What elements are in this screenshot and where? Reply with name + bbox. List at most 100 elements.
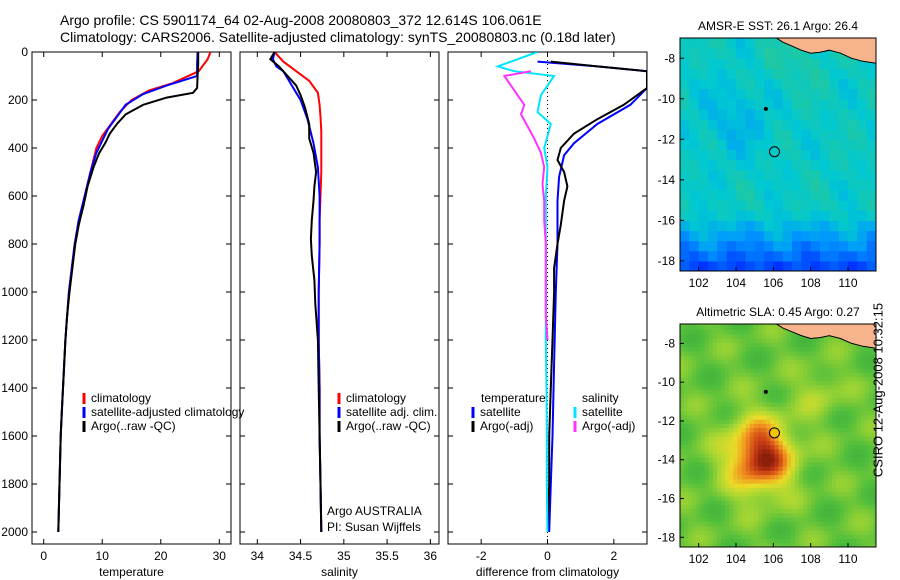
map-cell bbox=[852, 406, 858, 412]
map-cell bbox=[803, 410, 808, 416]
map-cell bbox=[764, 139, 774, 151]
map-cell bbox=[807, 453, 813, 459]
map-cell bbox=[726, 149, 737, 161]
map-cell bbox=[749, 474, 755, 480]
map-cell bbox=[860, 448, 866, 454]
map-cell bbox=[860, 389, 866, 395]
map-cell bbox=[762, 337, 767, 343]
map-cell bbox=[680, 48, 690, 59]
map-cell bbox=[725, 461, 730, 467]
map-cell bbox=[721, 483, 726, 488]
map-cell bbox=[770, 538, 776, 544]
map-cell bbox=[873, 474, 876, 480]
map-cell bbox=[704, 380, 710, 386]
map-cell bbox=[698, 38, 709, 49]
map-cell bbox=[829, 129, 840, 140]
map-cell bbox=[792, 260, 802, 271]
map-cell bbox=[737, 461, 743, 467]
map-cell bbox=[831, 367, 837, 373]
map-cell bbox=[758, 393, 763, 399]
map-cell bbox=[778, 393, 784, 399]
map-cell bbox=[792, 129, 802, 140]
map-cell bbox=[712, 346, 718, 352]
map-cell bbox=[712, 478, 718, 484]
map-cell bbox=[873, 389, 876, 395]
map-cell bbox=[736, 179, 746, 191]
map-cell bbox=[782, 68, 793, 80]
map-cell bbox=[737, 436, 743, 441]
map-cell bbox=[688, 427, 693, 433]
map-cell bbox=[684, 376, 689, 382]
map-cell bbox=[799, 376, 804, 382]
map-cell bbox=[860, 376, 866, 382]
map-cell bbox=[716, 423, 722, 429]
map-cell bbox=[712, 534, 718, 540]
map-cell bbox=[692, 538, 698, 544]
map-cell bbox=[801, 88, 812, 100]
map-cell bbox=[857, 260, 868, 271]
map-cell bbox=[741, 453, 747, 459]
map-cell bbox=[725, 538, 730, 544]
map-cell bbox=[737, 521, 743, 527]
map-cell bbox=[753, 431, 759, 437]
map-cell bbox=[758, 440, 763, 446]
map-cell bbox=[712, 384, 718, 390]
map-cell bbox=[836, 512, 841, 518]
map-cell bbox=[838, 139, 849, 151]
map-cell bbox=[819, 342, 825, 348]
map-cell bbox=[792, 68, 802, 80]
map-cell bbox=[829, 108, 840, 120]
map-cell bbox=[721, 440, 726, 446]
map-cell bbox=[807, 534, 813, 540]
map-cell bbox=[704, 470, 710, 476]
map-cell bbox=[698, 159, 709, 171]
map-cell bbox=[704, 329, 710, 335]
map-cell bbox=[758, 538, 763, 544]
map-cell bbox=[754, 139, 765, 151]
map-cell bbox=[848, 380, 854, 386]
map-cell bbox=[770, 393, 776, 399]
map-cell bbox=[819, 393, 825, 399]
map-cell bbox=[773, 78, 784, 90]
map-cell bbox=[873, 372, 876, 377]
map-cell bbox=[737, 384, 743, 390]
map-cell bbox=[815, 359, 821, 365]
map-cell bbox=[774, 337, 780, 343]
map-cell bbox=[801, 260, 812, 271]
map-cell bbox=[733, 427, 739, 433]
map-cell bbox=[873, 406, 876, 412]
map-cell bbox=[733, 500, 739, 505]
map-cell bbox=[684, 542, 689, 547]
map-cell bbox=[688, 500, 693, 505]
map-cell bbox=[823, 521, 829, 527]
map-cell bbox=[770, 534, 776, 540]
map-cell bbox=[692, 414, 698, 420]
map-cell bbox=[741, 512, 747, 518]
map-cell bbox=[688, 355, 693, 360]
map-cell bbox=[762, 393, 767, 399]
map-cell bbox=[762, 324, 767, 326]
map-cell bbox=[782, 534, 788, 540]
map-cell bbox=[827, 414, 833, 420]
map-cell bbox=[810, 210, 821, 221]
map-cell bbox=[790, 478, 796, 484]
map-cell bbox=[778, 495, 784, 501]
map-cell bbox=[831, 427, 837, 433]
map-cell bbox=[819, 517, 825, 523]
map-cell bbox=[733, 504, 739, 510]
map-cell bbox=[716, 324, 722, 326]
map-cell bbox=[782, 372, 788, 377]
map-cell bbox=[680, 240, 690, 252]
map-cell bbox=[873, 457, 876, 463]
map-cell bbox=[836, 342, 841, 348]
map-cell bbox=[827, 512, 833, 518]
map-cell bbox=[770, 329, 776, 335]
map-cell bbox=[717, 169, 728, 181]
y-tick-label: 2000 bbox=[1, 525, 28, 539]
map-cell bbox=[811, 414, 817, 420]
map-cell bbox=[815, 401, 821, 407]
map-cell bbox=[819, 359, 825, 365]
map-cell bbox=[774, 457, 780, 463]
map-cell bbox=[737, 512, 743, 518]
map-cell bbox=[741, 337, 747, 343]
